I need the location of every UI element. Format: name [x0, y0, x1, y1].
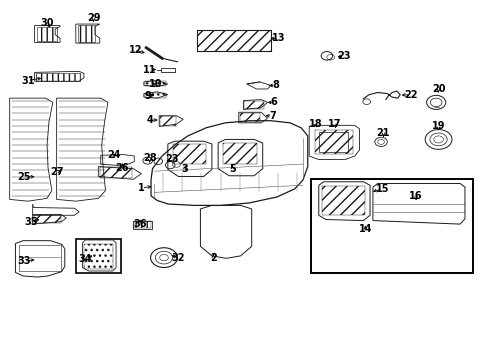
Bar	[244, 101, 263, 109]
Text: 15: 15	[375, 184, 388, 194]
Bar	[78, 25, 94, 42]
Text: 9: 9	[144, 91, 151, 101]
Text: 6: 6	[270, 98, 277, 107]
Text: 2: 2	[209, 253, 216, 262]
Text: 12: 12	[128, 45, 142, 55]
Text: 28: 28	[142, 153, 156, 163]
Bar	[160, 68, 175, 72]
Text: 10: 10	[149, 79, 163, 89]
Bar	[239, 113, 259, 122]
Text: 3: 3	[181, 164, 187, 174]
Text: 8: 8	[272, 80, 279, 90]
Text: 32: 32	[171, 253, 185, 262]
Text: 36: 36	[133, 219, 146, 229]
Text: 25: 25	[17, 172, 31, 182]
Text: 5: 5	[229, 164, 235, 174]
Bar	[36, 73, 80, 81]
Text: 33: 33	[17, 256, 31, 266]
Text: 17: 17	[327, 119, 341, 129]
Bar	[76, 239, 121, 273]
Bar	[134, 221, 150, 228]
Text: 14: 14	[358, 224, 371, 234]
Text: 21: 21	[376, 129, 389, 139]
Bar	[160, 117, 176, 126]
Bar	[38, 27, 57, 41]
Text: 29: 29	[86, 13, 100, 23]
Text: 20: 20	[431, 84, 445, 94]
Text: 34: 34	[79, 255, 92, 264]
Bar	[172, 144, 206, 165]
Text: 27: 27	[50, 167, 63, 177]
Text: 19: 19	[431, 121, 445, 131]
Text: 7: 7	[268, 111, 275, 121]
Bar	[133, 221, 151, 229]
Bar	[19, 245, 61, 271]
Text: 26: 26	[115, 163, 129, 173]
Bar	[223, 143, 257, 164]
Bar	[196, 30, 270, 51]
Bar	[100, 167, 132, 178]
Text: 18: 18	[308, 119, 322, 129]
Bar	[144, 81, 165, 86]
Text: 1: 1	[138, 183, 144, 193]
Text: 13: 13	[272, 33, 285, 43]
Text: 31: 31	[21, 76, 35, 86]
Bar	[318, 132, 348, 152]
Text: 23: 23	[337, 51, 350, 61]
Text: 11: 11	[142, 65, 156, 75]
Bar	[84, 243, 112, 269]
Text: 22: 22	[404, 90, 417, 100]
Bar	[34, 215, 61, 223]
Bar	[315, 130, 352, 154]
Text: 16: 16	[408, 191, 422, 201]
Text: 4: 4	[146, 115, 153, 125]
Bar	[322, 186, 365, 215]
Text: 24: 24	[107, 150, 121, 159]
Bar	[196, 30, 270, 51]
Text: 30: 30	[40, 18, 54, 28]
Text: 35: 35	[24, 217, 38, 227]
Text: 23: 23	[164, 154, 178, 164]
Bar	[310, 179, 471, 273]
Bar	[144, 93, 165, 98]
